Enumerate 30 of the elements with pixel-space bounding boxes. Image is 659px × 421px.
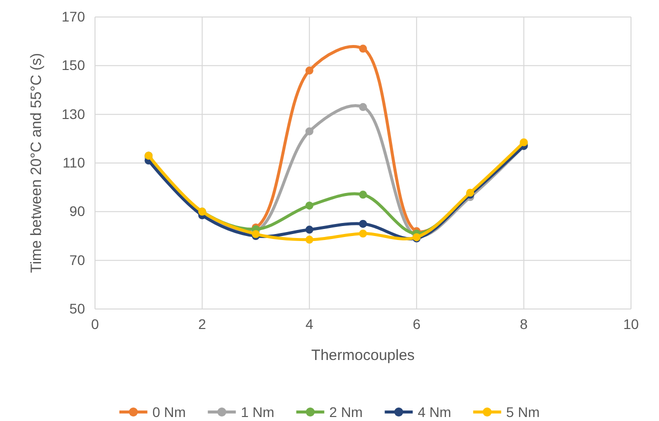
point: [305, 127, 314, 136]
point: [305, 226, 314, 234]
x-axis-title: Thermocouples: [311, 347, 415, 364]
point: [359, 44, 367, 53]
y-tick-label: 150: [62, 57, 86, 74]
y-tick-label: 170: [62, 8, 86, 24]
x-tick-label: 4: [306, 316, 314, 332]
point: [359, 220, 367, 228]
legend-label: 1 Nm: [240, 404, 274, 420]
y-tick-label: 130: [62, 106, 86, 122]
legend-label: 5 Nm: [506, 404, 540, 420]
point: [305, 66, 314, 75]
point: [359, 190, 367, 199]
x-tick-label: 2: [198, 316, 206, 332]
x-tick-label: 8: [520, 316, 528, 332]
y-axis-title: Time between 20°C and 55°C (s): [28, 53, 45, 273]
legend-label: 2 Nm: [329, 404, 363, 420]
x-tick-label: 10: [623, 316, 639, 332]
point: [305, 202, 314, 210]
point: [359, 230, 367, 238]
y-tick-label: 70: [69, 252, 86, 268]
legend-label: 4 Nm: [418, 404, 452, 420]
y-tick-label: 90: [69, 203, 86, 220]
point: [359, 103, 367, 112]
y-tick-label: 110: [62, 154, 86, 170]
x-tick-label: 6: [412, 316, 421, 332]
legend-label: 0 Nm: [152, 404, 186, 420]
x-tick-label: 0: [91, 316, 100, 332]
point: [305, 236, 314, 244]
y-tick-label: 50: [69, 300, 86, 316]
